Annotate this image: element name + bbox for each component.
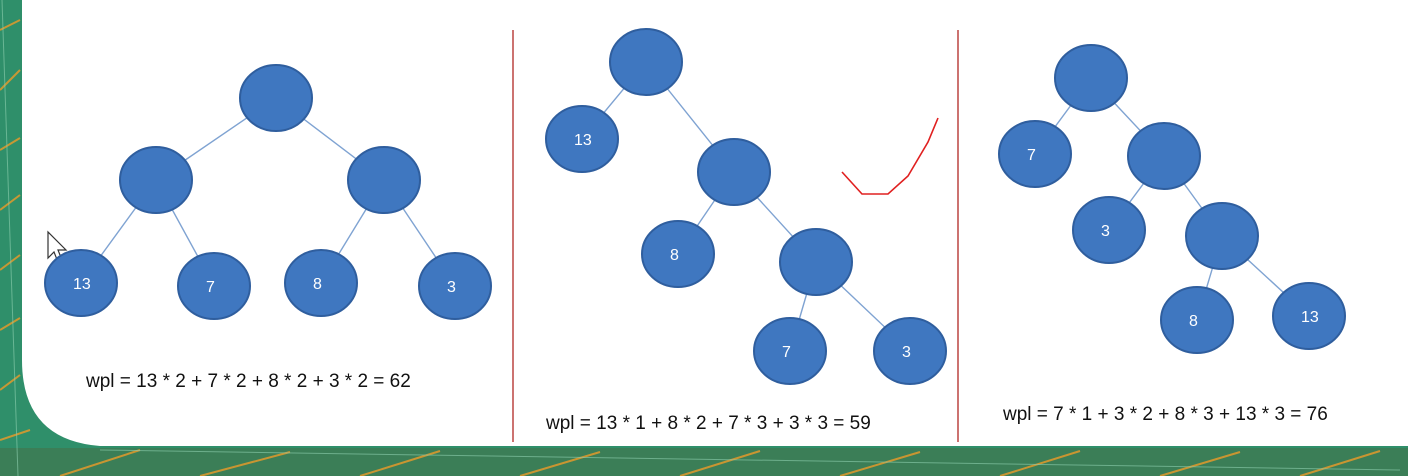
wpl-formula: wpl = 13 * 1 + 8 * 2 + 7 * 3 + 3 * 3 = 5… [545,413,871,434]
internal-node [1054,44,1128,112]
leaf-node-3 [418,252,492,320]
node-weight-label: 8 [1189,313,1198,330]
leaf-node-13 [545,105,619,173]
wpl-formula: wpl = 13 * 2 + 7 * 2 + 8 * 2 + 3 * 2 = 6… [85,371,411,392]
leaf-node-7 [753,317,827,385]
node-weight-label: 8 [313,276,322,293]
tree-balanced: 13 7 8 3 wpl = 13 * 2 + 7 * 2 + 8 * 2 + 3 * … [44,64,492,392]
internal-node [1127,122,1201,190]
node-weight-label: 7 [206,279,215,296]
wpl-formula: wpl = 7 * 1 + 3 * 2 + 8 * 3 + 13 * 3 = 7… [1002,404,1328,425]
internal-node [697,138,771,206]
leaf-node-7 [998,120,1072,188]
internal-node [1185,202,1259,270]
leaf-node-8 [641,220,715,288]
red-scribble [841,117,939,195]
tree-skewed-13-first: 13 8 7 3 wpl = 13 * 1 + 8 * 2 + 7 * 3 + 3 * … [545,28,947,434]
leaf-node-13 [1272,282,1346,350]
leaf-node-8 [1160,286,1234,354]
internal-node [119,146,193,214]
internal-node [609,28,683,96]
leaf-node-3 [1072,196,1146,264]
node-weight-label: 7 [1027,147,1036,164]
node-weight-label: 13 [73,276,91,293]
leaf-node-3 [873,317,947,385]
leaf-node-8 [284,249,358,317]
node-weight-label: 3 [1101,223,1110,240]
tree-skewed-7-first: 7 3 8 13 wpl = 7 * 1 + 3 * 2 + 8 * 3 + 13 * … [998,44,1346,425]
leaf-node-7 [177,252,251,320]
internal-node [779,228,853,296]
node-weight-label: 8 [670,247,679,264]
internal-node [239,64,313,132]
node-weight-label: 13 [1301,309,1319,326]
node-weight-label: 3 [902,344,911,361]
leaf-node-13 [44,249,118,317]
node-weight-label: 13 [574,132,592,149]
node-weight-label: 7 [782,344,791,361]
node-weight-label: 3 [447,279,456,296]
internal-node [347,146,421,214]
